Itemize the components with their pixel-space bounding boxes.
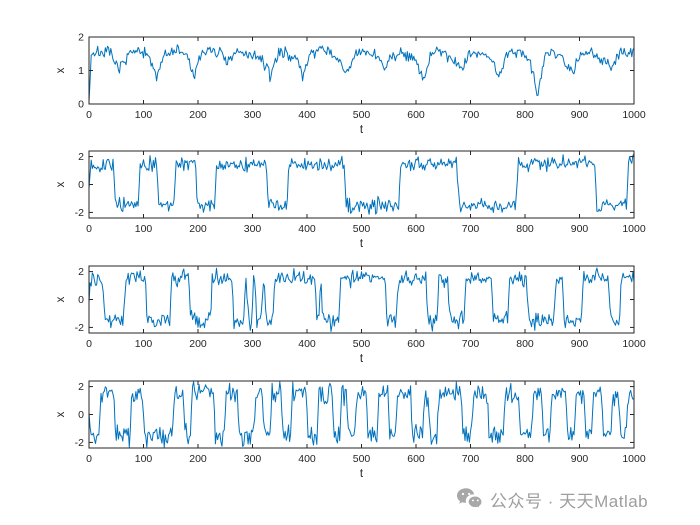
axis-text: x <box>55 296 67 302</box>
axis-text: x <box>55 67 67 73</box>
axis-text: 1000 <box>622 223 646 235</box>
axis-text: 300 <box>244 453 262 465</box>
axis-text: 0 <box>78 294 84 306</box>
axis-text: 100 <box>135 109 153 121</box>
axis-text: 900 <box>571 453 589 465</box>
axis-text: 0 <box>86 223 92 235</box>
axis-text: 0 <box>86 109 92 121</box>
axis-text: 200 <box>189 109 207 121</box>
axis-text: 700 <box>462 223 480 235</box>
axis-text: 500 <box>353 223 371 235</box>
axis-text: 0 <box>78 179 84 191</box>
axis-text: t <box>360 353 364 362</box>
axis-text: 1000 <box>622 109 646 121</box>
axis-text: 400 <box>298 338 316 350</box>
axis-text: 0 <box>86 338 92 350</box>
signal-trace-2 <box>88 153 635 215</box>
axis-text: 1 <box>78 65 84 77</box>
axis-text: x <box>55 181 67 187</box>
axis-text: 800 <box>516 223 534 235</box>
axis-text: 600 <box>407 338 425 350</box>
axis-text: 800 <box>516 338 534 350</box>
axis-text: 300 <box>244 223 262 235</box>
wechat-icon <box>457 488 483 510</box>
axis-text: 300 <box>244 109 262 121</box>
axis-text: 600 <box>407 109 425 121</box>
axis-text: t <box>360 124 364 133</box>
axis-text: -2 <box>75 437 84 449</box>
axis-text: 500 <box>353 338 371 350</box>
axis-text: 900 <box>571 109 589 121</box>
subplot-1-axes: 0 100 200 300 400 500 600 700 800 900 1000 0 1 2 t x <box>55 32 646 134</box>
axis-text: 1000 <box>622 453 646 465</box>
axis-text: 700 <box>462 338 480 350</box>
axis-text: 600 <box>407 223 425 235</box>
axis-text: 200 <box>189 338 207 350</box>
axis-text: 700 <box>462 453 480 465</box>
axis-text: 100 <box>135 223 153 235</box>
axis-text: 200 <box>189 223 207 235</box>
axis-text: 100 <box>135 338 153 350</box>
axis-text: 400 <box>298 223 316 235</box>
axis-text: 0 <box>78 99 84 111</box>
axis-text: x <box>55 411 67 417</box>
axis-text: t <box>360 238 364 247</box>
watermark-text: 公众号 · 天天Matlab <box>490 491 649 511</box>
axis-text: 500 <box>353 453 371 465</box>
watermark: 公众号 · 天天Matlab <box>456 486 648 512</box>
axis-text: 2 <box>78 32 84 44</box>
axis-text: t <box>360 468 364 477</box>
axis-text: 400 <box>298 453 316 465</box>
axis-text: 700 <box>462 109 480 121</box>
axes-box <box>88 150 635 219</box>
axis-text: 2 <box>78 381 84 393</box>
axis-text: 800 <box>516 109 534 121</box>
axis-text: 0 <box>86 453 92 465</box>
axis-text: 600 <box>407 453 425 465</box>
axis-text: -2 <box>75 322 84 334</box>
axis-text: 900 <box>571 223 589 235</box>
axis-text: 400 <box>298 109 316 121</box>
axis-text: 2 <box>78 266 84 278</box>
axes-box <box>88 36 635 105</box>
axis-text: 100 <box>135 453 153 465</box>
signal-trace-1 <box>88 44 635 103</box>
axis-text: 1000 <box>622 338 646 350</box>
axis-text: -2 <box>75 207 84 219</box>
axis-text: 500 <box>353 109 371 121</box>
axis-text: 300 <box>244 338 262 350</box>
signal-trace-4 <box>88 381 635 448</box>
axis-text: 900 <box>571 338 589 350</box>
signal-trace-3 <box>88 267 635 332</box>
axis-text: 2 <box>78 151 84 163</box>
axis-text: 200 <box>189 453 207 465</box>
axis-text: 0 <box>78 409 84 421</box>
axis-text: 800 <box>516 453 534 465</box>
